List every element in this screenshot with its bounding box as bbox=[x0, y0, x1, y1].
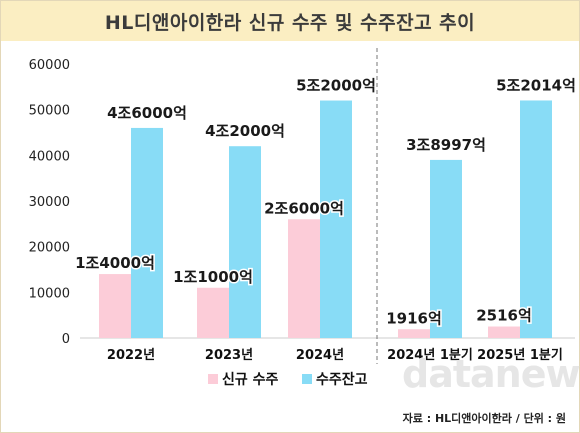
bar-backlog bbox=[430, 159, 462, 338]
x-tick-label: 2022년 bbox=[107, 348, 155, 363]
bar-new-orders bbox=[398, 329, 430, 338]
bar-new-orders bbox=[197, 287, 229, 338]
legend-swatch-backlog bbox=[302, 374, 312, 384]
data-label-backlog: 3조8997억 bbox=[406, 136, 486, 154]
x-tick-label: 2024년 bbox=[296, 348, 344, 363]
legend-swatch-new-orders bbox=[208, 374, 218, 384]
bar-backlog bbox=[320, 100, 352, 339]
y-tick-label: 50000 bbox=[29, 104, 70, 119]
data-label-new-orders: 1조1000억 bbox=[173, 268, 253, 286]
bar-backlog bbox=[229, 146, 261, 338]
data-label-backlog: 4조2000억 bbox=[205, 122, 285, 140]
y-tick-label: 30000 bbox=[29, 195, 70, 210]
y-tick-label: 40000 bbox=[29, 149, 70, 164]
data-label-backlog: 5조2014억 bbox=[496, 76, 576, 94]
legend-label-backlog: 수주잔고 bbox=[316, 371, 368, 388]
data-label-new-orders: 2조6000억 bbox=[264, 199, 344, 217]
bar-backlog bbox=[520, 100, 552, 339]
data-label-backlog: 5조2000억 bbox=[296, 77, 376, 95]
y-tick-label: 10000 bbox=[29, 286, 70, 301]
title-bar: HL디앤아이한라 신규 수주 및 수주잔고 추이 bbox=[1, 1, 579, 41]
data-label-new-orders: 1916억 bbox=[386, 309, 442, 327]
y-tick-label: 20000 bbox=[29, 241, 70, 256]
y-tick-label: 60000 bbox=[29, 58, 70, 73]
y-tick-label: 0 bbox=[62, 332, 70, 347]
x-tick-label: 2024년 1분기 bbox=[387, 348, 473, 363]
x-tick-label: 2023년 bbox=[205, 348, 253, 363]
legend-label-new-orders: 신규 수주 bbox=[222, 372, 279, 388]
bar-new-orders bbox=[488, 326, 520, 338]
data-label-backlog: 4조6000억 bbox=[107, 104, 187, 122]
x-tick-label: 2025년 1분기 bbox=[477, 348, 563, 363]
data-label-new-orders: 2516억 bbox=[476, 307, 532, 325]
bar-new-orders bbox=[99, 274, 131, 338]
chart-title: HL디앤아이한라 신규 수주 및 수주잔고 추이 bbox=[104, 11, 476, 34]
source-note: 자료 : HL디앤아이한라 / 단위 : 원 bbox=[402, 412, 566, 425]
datanews-logo: datanews bbox=[402, 352, 580, 396]
bar-new-orders bbox=[288, 219, 320, 338]
bar-backlog bbox=[131, 127, 163, 338]
data-label-new-orders: 1조4000억 bbox=[75, 254, 155, 272]
